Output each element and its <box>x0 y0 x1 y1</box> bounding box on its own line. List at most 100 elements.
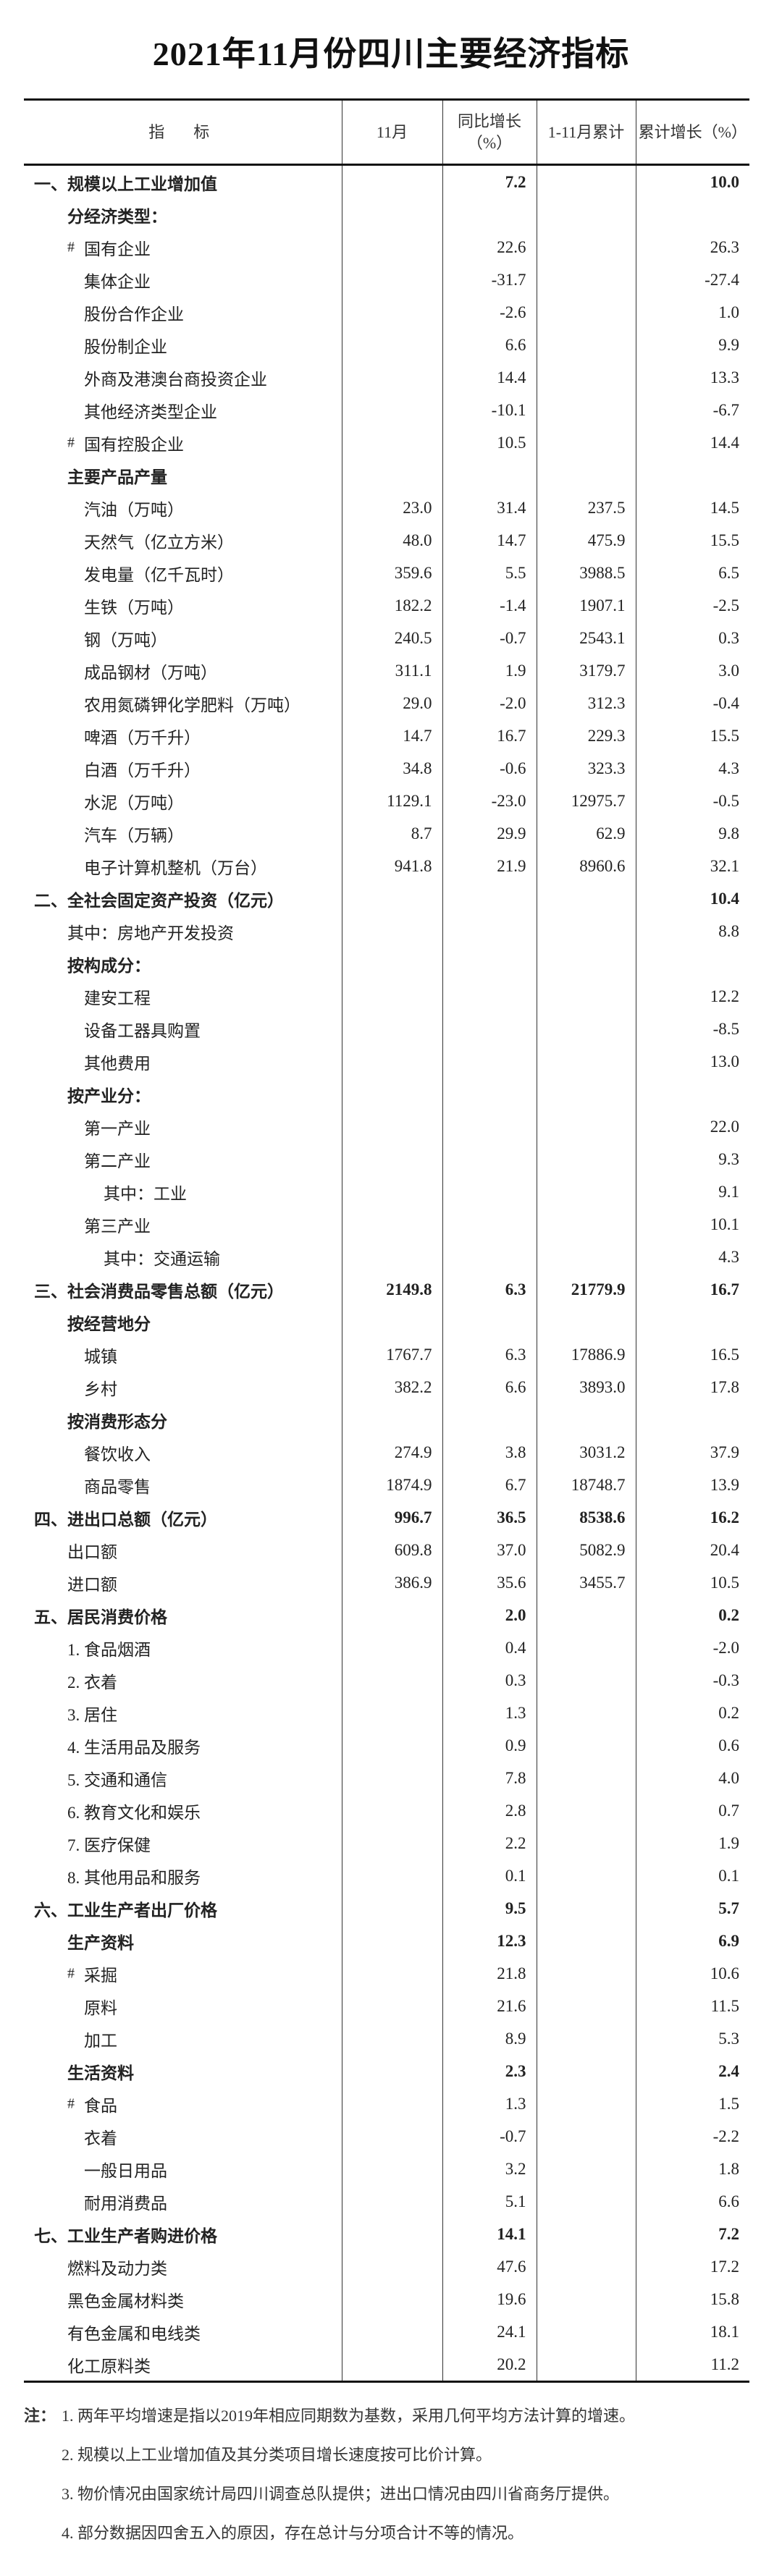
value-cumulative <box>536 1175 636 1208</box>
value-cumulative <box>536 1208 636 1241</box>
note-item: 3. 物价情况由国家统计局四川调查总队提供；进出口情况由四川省商务厅提供。 <box>24 2481 755 2520</box>
value-yoy-growth: 5.5 <box>442 557 537 589</box>
value-cumulative: 62.9 <box>536 817 636 850</box>
table-row: 衣着 -0.7 -2.2 <box>24 2120 749 2153</box>
value-cumulative-growth: 14.5 <box>635 491 749 524</box>
table-row: 建安工程 12.2 <box>24 980 749 1013</box>
value-month: 14.7 <box>341 719 442 752</box>
value-month <box>341 296 442 329</box>
value-cumulative-growth: 9.9 <box>635 329 749 361</box>
row-label: 发电量（亿千瓦时） <box>24 557 342 589</box>
value-cumulative-growth: 13.3 <box>635 361 749 394</box>
value-month: 8.7 <box>341 817 442 850</box>
value-yoy-growth: 20.2 <box>442 2348 537 2383</box>
hash-marker: # <box>67 239 75 255</box>
value-yoy-growth <box>442 1306 537 1338</box>
table-row: 按构成分： <box>24 947 749 980</box>
value-cumulative-growth: 10.4 <box>635 882 749 915</box>
value-cumulative-growth: 7.2 <box>635 2218 749 2250</box>
value-cumulative <box>536 231 636 263</box>
table-row: # 食品 1.3 1.5 <box>24 2087 749 2120</box>
value-yoy-growth: 35.6 <box>442 1566 537 1599</box>
value-cumulative <box>536 1599 636 1631</box>
row-label: 生产资料 <box>24 1925 342 1957</box>
row-label-text: 耐用消费品 <box>84 2194 167 2213</box>
value-cumulative-growth: 3.0 <box>635 654 749 687</box>
value-month: 1767.7 <box>341 1338 442 1371</box>
value-cumulative <box>536 198 636 231</box>
value-cumulative: 312.3 <box>536 687 636 719</box>
table-row: 3. 居住 1.3 0.2 <box>24 1697 749 1729</box>
row-label: 1. 食品烟酒 <box>24 1631 342 1664</box>
value-month <box>341 361 442 394</box>
row-label: 2. 衣着 <box>24 1664 342 1697</box>
note-text: 1. 两年平均增速是指以2019年相应同期数为基数，采用几何平均方法计算的增速。 <box>62 2407 636 2425</box>
row-label-text: 设备工器具购置 <box>84 1021 201 1040</box>
value-cumulative: 229.3 <box>536 719 636 752</box>
value-cumulative: 3031.2 <box>536 1436 636 1469</box>
table-row: 天然气（亿立方米） 48.0 14.7 475.9 15.5 <box>24 524 749 557</box>
value-month <box>341 2348 442 2383</box>
value-cumulative <box>536 1762 636 1794</box>
value-cumulative-growth <box>635 1078 749 1110</box>
table-row: 集体企业 -31.7 -27.4 <box>24 263 749 296</box>
value-month <box>341 1110 442 1143</box>
table-row: 分经济类型： <box>24 198 749 231</box>
value-yoy-growth: -23.0 <box>442 785 537 817</box>
value-cumulative <box>536 1892 636 1925</box>
row-label: 5. 交通和通信 <box>24 1762 342 1794</box>
row-label: 燃料及动力类 <box>24 2250 342 2283</box>
value-cumulative: 17886.9 <box>536 1338 636 1371</box>
row-label: 四、进出口总额（亿元） <box>24 1501 342 1534</box>
value-month <box>341 2087 442 2120</box>
note-text: 3. 物价情况由国家统计局四川调查总队提供；进出口情况由四川省商务厅提供。 <box>62 2485 620 2503</box>
row-label-text: 汽油（万吨） <box>84 500 184 519</box>
value-cumulative-growth: 4.3 <box>635 752 749 785</box>
row-label: 分经济类型： <box>24 198 342 231</box>
value-month: 2149.8 <box>341 1273 442 1306</box>
row-label-text: 其他经济类型企业 <box>84 402 217 421</box>
value-cumulative <box>536 2185 636 2218</box>
value-cumulative-growth: 14.4 <box>635 426 749 459</box>
value-cumulative-growth: 6.6 <box>635 2185 749 2218</box>
value-cumulative-growth: 17.2 <box>635 2250 749 2283</box>
row-label: 乡村 <box>24 1371 342 1403</box>
table-row: 水泥（万吨） 1129.1 -23.0 12975.7 -0.5 <box>24 785 749 817</box>
value-cumulative-growth: 1.0 <box>635 296 749 329</box>
row-label-text: 按消费形态分 <box>67 1412 167 1431</box>
value-month <box>341 1403 442 1436</box>
row-label: 外商及港澳台商投资企业 <box>24 361 342 394</box>
hash-marker: # <box>67 434 75 450</box>
row-label-text: 第三产业 <box>84 1217 151 1236</box>
value-cumulative-growth: 15.8 <box>635 2283 749 2315</box>
row-label-text: 按经营地分 <box>67 1314 151 1333</box>
value-month <box>341 1697 442 1729</box>
row-label: 按产业分： <box>24 1078 342 1110</box>
value-cumulative <box>536 1403 636 1436</box>
row-label-text: 股份制企业 <box>84 337 167 356</box>
value-cumulative-growth: 22.0 <box>635 1110 749 1143</box>
value-cumulative: 12975.7 <box>536 785 636 817</box>
value-cumulative-growth: 1.5 <box>635 2087 749 2120</box>
hash-marker: # <box>67 2095 75 2111</box>
value-cumulative-growth: 9.1 <box>635 1175 749 1208</box>
value-yoy-growth: 22.6 <box>442 231 537 263</box>
row-label: 汽车（万辆） <box>24 817 342 850</box>
row-label: 耐用消费品 <box>24 2185 342 2218</box>
row-label-text: 天然气（亿立方米） <box>84 533 234 552</box>
value-cumulative-growth <box>635 947 749 980</box>
value-month: 359.6 <box>341 557 442 589</box>
row-label: 农用氮磷钾化学肥料（万吨） <box>24 687 342 719</box>
value-month <box>341 1762 442 1794</box>
value-month <box>341 198 442 231</box>
row-label: 其中：房地产开发投资 <box>24 915 342 947</box>
value-cumulative <box>536 1143 636 1175</box>
value-month <box>341 2120 442 2153</box>
row-label: 股份合作企业 <box>24 296 342 329</box>
row-label-text: 原料 <box>84 1998 117 2017</box>
value-cumulative-growth: 10.1 <box>635 1208 749 1241</box>
value-cumulative-growth: -6.7 <box>635 394 749 426</box>
value-cumulative-growth: 8.8 <box>635 915 749 947</box>
row-label-text: 其中：交通运输 <box>104 1249 220 1268</box>
row-label: 3. 居住 <box>24 1697 342 1729</box>
